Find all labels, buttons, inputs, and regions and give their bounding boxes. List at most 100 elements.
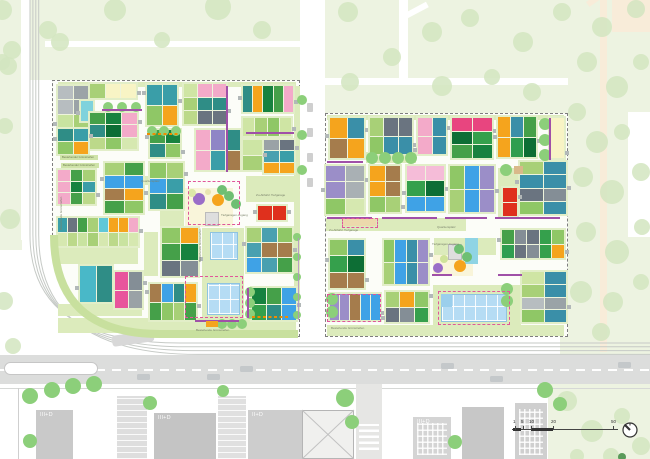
field-tree xyxy=(553,3,571,21)
garden-plot xyxy=(58,129,73,141)
garden-plot xyxy=(88,232,98,246)
garden-plot xyxy=(264,151,279,162)
garden-plot xyxy=(452,131,472,145)
garden-plot xyxy=(502,244,514,258)
play-feature xyxy=(618,453,626,459)
street-tree xyxy=(539,149,551,161)
field-tree xyxy=(253,21,271,39)
garden-plot xyxy=(226,130,240,150)
garden-cluster xyxy=(386,292,428,322)
garden-plot xyxy=(128,218,138,232)
water-basin xyxy=(210,232,238,260)
garden-plot xyxy=(544,297,566,310)
garden-shed xyxy=(518,195,522,199)
garden-plot xyxy=(552,230,564,244)
garden-plot xyxy=(122,113,137,125)
garden-plot xyxy=(128,232,138,246)
street-tree xyxy=(297,95,307,105)
garden-plot xyxy=(58,114,73,128)
street-tree xyxy=(379,152,391,164)
garden-plot xyxy=(472,131,492,145)
garden-plot xyxy=(398,136,412,154)
field-tree xyxy=(422,22,442,42)
garden-plot xyxy=(277,243,292,257)
garden-plot xyxy=(514,244,527,258)
garden-plot xyxy=(150,178,166,194)
field-tree xyxy=(484,69,500,85)
garden-cluster xyxy=(370,166,400,212)
garden-plot xyxy=(122,137,137,149)
street-tree xyxy=(293,273,301,281)
garden-plot xyxy=(426,181,444,196)
garden-plot xyxy=(90,125,105,137)
field-tree xyxy=(0,209,20,229)
ramp-bar xyxy=(343,219,376,226)
garden-shed xyxy=(493,135,497,139)
garden-shed xyxy=(365,128,369,132)
garden-plot xyxy=(167,194,183,209)
play-feature xyxy=(212,194,224,206)
garden-plot xyxy=(407,166,425,181)
garden-plot xyxy=(347,256,364,272)
label-bar-text: Bestehender Grünstreifen xyxy=(62,155,95,159)
street-tree xyxy=(336,389,354,407)
building xyxy=(154,413,216,459)
garden-shed xyxy=(413,143,417,147)
area-label: Quartiersplatz xyxy=(141,179,160,183)
garden-plot xyxy=(414,292,428,307)
garden-plot xyxy=(385,166,400,181)
garden-plot xyxy=(88,218,98,232)
garden-plot xyxy=(106,137,121,149)
area-label: Tiefgaragen-zugang xyxy=(432,242,459,246)
garden-plot xyxy=(330,118,347,138)
garden-plot xyxy=(539,244,552,258)
garden-plot xyxy=(70,193,83,204)
garden-plot xyxy=(524,117,536,137)
utility-line xyxy=(252,316,290,318)
garden-plot xyxy=(106,125,121,137)
green-strip xyxy=(366,152,416,163)
street-tree xyxy=(159,126,169,136)
garden-plot xyxy=(73,86,88,100)
garden-plot xyxy=(162,85,177,105)
white-road-area xyxy=(21,0,30,240)
garden-shed xyxy=(76,111,80,115)
parked-car xyxy=(307,178,313,187)
garden-plot xyxy=(273,86,283,112)
garden-plot xyxy=(340,294,350,320)
garden-shed xyxy=(242,242,246,246)
garden-plot xyxy=(129,272,142,290)
field-tree xyxy=(383,48,401,66)
garden-plot xyxy=(418,136,432,154)
utility-line xyxy=(147,133,179,135)
garden-cluster xyxy=(90,84,136,98)
hedge-line xyxy=(382,217,437,219)
garden-shed xyxy=(325,258,329,262)
building-label: III+D xyxy=(40,412,53,418)
park-tree xyxy=(231,199,241,209)
hedge-line xyxy=(495,217,560,219)
garden-plot xyxy=(58,100,73,114)
field-tree xyxy=(39,21,57,39)
garden-cluster xyxy=(370,118,412,154)
field-tree xyxy=(205,0,231,20)
street-tree xyxy=(44,382,60,398)
field-tree xyxy=(0,118,13,134)
field-tree xyxy=(568,103,586,121)
garden-plot xyxy=(370,118,384,136)
scale-bar-line xyxy=(512,429,618,430)
field-tree xyxy=(341,73,359,91)
garden-cluster xyxy=(452,118,492,158)
garden-plot xyxy=(502,230,514,244)
garden-plot xyxy=(543,201,566,214)
field-tree xyxy=(614,408,630,424)
garden-shed xyxy=(401,205,405,209)
park-tree xyxy=(224,191,234,201)
scale-bar-segment xyxy=(531,428,553,431)
garden-shed xyxy=(294,100,298,104)
garden-plot xyxy=(527,230,539,244)
scale-bar-label: 5 xyxy=(521,419,524,424)
garden-plot xyxy=(247,243,262,257)
field-tree xyxy=(577,52,597,72)
play-feature xyxy=(440,255,448,263)
